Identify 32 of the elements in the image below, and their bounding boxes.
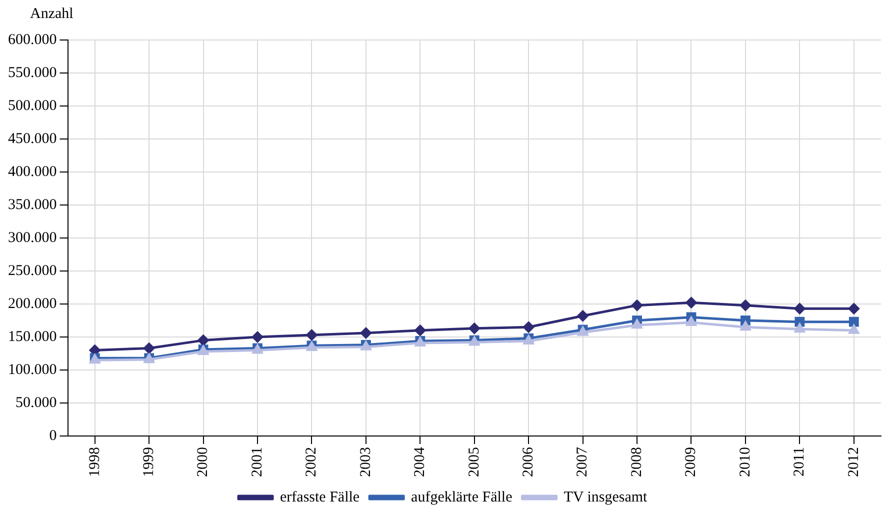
x-tick-label: 2009 (683, 447, 700, 477)
y-tick-label: 300.000 (8, 230, 57, 246)
y-tick-label: 550.000 (8, 64, 57, 81)
y-tick-label: 600.000 (8, 32, 57, 48)
x-tick-label: 2001 (249, 447, 266, 477)
x-tick-label: 1999 (141, 447, 158, 477)
legend-label: erfasste Fälle (280, 489, 360, 506)
y-tick-label: 150.000 (8, 328, 57, 345)
y-tick-label: 50.000 (16, 394, 57, 411)
x-tick-label: 2002 (304, 447, 320, 477)
y-tick-label: 200.000 (8, 296, 57, 312)
y-tick-label: 450.000 (8, 130, 57, 147)
y-tick-label: 400.000 (8, 164, 57, 180)
x-tick-label: 2010 (737, 447, 754, 477)
x-tick-label: 2008 (628, 447, 645, 477)
y-axis-title: Anzahl (30, 6, 74, 23)
y-tick-label: 350.000 (8, 196, 57, 213)
x-tick-label: 2000 (195, 447, 212, 477)
y-tick-label: 100.000 (8, 362, 57, 378)
x-tick-label: 1998 (86, 447, 103, 477)
y-tick-label: 250.000 (8, 262, 57, 279)
y-tick-label: 500.000 (8, 98, 57, 114)
x-tick-label: 2011 (792, 447, 808, 476)
x-tick-label: 2007 (574, 446, 591, 477)
y-tick-label: 0 (49, 428, 57, 444)
x-tick-label: 2012 (846, 447, 862, 477)
legend-label: aufgeklärte Fälle (411, 489, 513, 506)
x-tick-label: 2006 (520, 446, 537, 477)
x-tick-label: 2003 (358, 447, 374, 477)
legend-label: TV insgesamt (564, 489, 648, 506)
x-tick-label: 2005 (466, 447, 482, 477)
x-tick-label: 2004 (412, 446, 428, 477)
